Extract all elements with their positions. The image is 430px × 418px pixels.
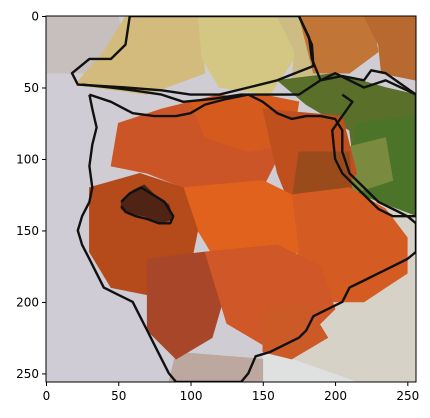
segmented-image <box>46 16 416 382</box>
x-tick-label: 150 <box>252 389 275 403</box>
x-tick-label: 100 <box>180 389 203 403</box>
region-top-tan-1 <box>74 16 206 95</box>
region-top-right-orange-2 <box>363 16 416 81</box>
x-tick-label: 200 <box>324 389 347 403</box>
region-bottom-center-bg <box>168 351 264 382</box>
y-tick-label: 50 <box>24 81 39 95</box>
outline-orange-region-outline <box>81 71 416 218</box>
region-left-bg <box>46 72 177 382</box>
y-axis: 0 50 100 150 200 250 <box>16 10 46 381</box>
outline-body-outline <box>76 93 416 382</box>
x-axis: 0 50 100 150 200 250 <box>43 382 419 403</box>
region-top-right-orange-1 <box>298 16 379 74</box>
outline-blob-outline <box>120 186 175 225</box>
x-tick-label: 250 <box>396 389 419 403</box>
x-tick-label: 50 <box>111 389 126 403</box>
y-tick-label: 0 <box>31 10 39 24</box>
segment-outlines <box>70 16 416 382</box>
y-tick-label: 200 <box>16 295 39 309</box>
y-tick-label: 100 <box>16 152 39 166</box>
y-tick-label: 250 <box>16 367 39 381</box>
y-tick-label: 150 <box>16 224 39 238</box>
outline-green-region-outline <box>297 16 416 96</box>
x-tick-label: 0 <box>43 389 51 403</box>
outline-tan-region-outline <box>70 16 315 96</box>
plot-frame <box>45 15 417 383</box>
region-orange-body-10 <box>262 301 329 360</box>
